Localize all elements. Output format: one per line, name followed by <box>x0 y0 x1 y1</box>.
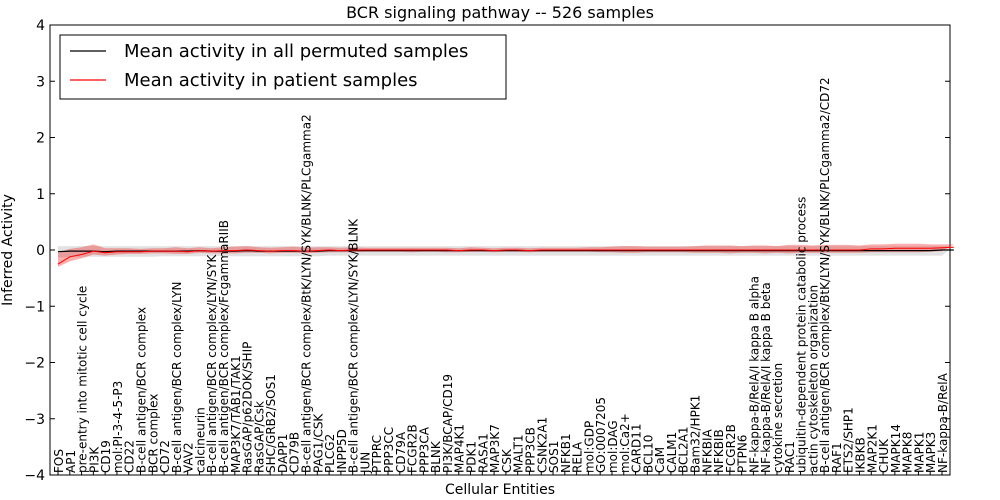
x-tick-label: B-cell antigen/BCR complex/LYN <box>170 282 184 474</box>
x-tick-label: SHC/GRB2/SOS1 <box>264 374 278 473</box>
x-tick-label: MAP3K7 <box>488 424 502 473</box>
x-tick-label: MAP4K1 <box>453 424 467 473</box>
y-tick-label: −4 <box>24 468 45 484</box>
x-tick-label: NF-kappa-B/RelA/I kappa B alpha <box>747 276 761 473</box>
x-tick-label: GO:0007205 <box>594 397 608 473</box>
x-tick-label: PI3K <box>87 446 101 473</box>
y-tick-label: −2 <box>24 356 45 372</box>
x-axis-label: Cellular Entities <box>445 482 555 498</box>
x-tick-label: CSNK2A1 <box>535 417 549 473</box>
x-tick-label: actin cytoskeleton organization <box>806 285 820 473</box>
x-tick-label: B-cell antigen/BCR complex/BtK/LYN/SYK/B… <box>300 114 314 473</box>
x-tick-label: SOS1 <box>547 441 561 473</box>
x-tick-label: B-cell antigen/BCR complex/BtK/LYN/SYK/B… <box>818 77 832 473</box>
y-tick-label: −1 <box>24 299 45 315</box>
legend-entry-0: Mean activity in all permuted samples <box>124 41 468 62</box>
x-tick-label: ETS2/SHP1 <box>842 407 856 473</box>
x-tick-label: calcineurin <box>193 407 207 473</box>
x-tick-label: B-cell antigen/BCR complex/LYN/SYK/BLNK <box>347 218 361 473</box>
x-tick-label: PPP3CA <box>417 426 431 473</box>
x-tick-label: MAPK8 <box>901 432 915 473</box>
x-tick-label: PTPN6 <box>736 435 750 473</box>
x-tick-label: DAPP1 <box>276 434 290 473</box>
x-tick-label: CD22 <box>123 440 137 473</box>
x-tick-label: CaM <box>653 447 667 473</box>
x-tick-label: JUN <box>359 452 373 474</box>
x-tick-label: FOS <box>52 449 66 473</box>
x-tick-label: mol:PI-3-4-5-P3 <box>111 381 125 473</box>
x-tick-label: MAPK3 <box>924 432 938 473</box>
x-tick-label: PPP3CC <box>382 427 396 473</box>
x-tick-label: mol:GDP <box>582 421 596 473</box>
x-tick-label: NFKBIA <box>700 429 714 474</box>
x-tick-label: MAPK1 <box>912 432 926 473</box>
x-tick-label: INPP5D <box>335 429 349 473</box>
legend-box <box>59 34 507 100</box>
x-tick-label: RasGAP/p62DOK/SHIP <box>241 342 255 473</box>
x-tick-label: BCL2A1 <box>677 426 691 473</box>
y-axis-label: Inferred Activity <box>0 194 16 306</box>
x-tick-label: ubiquitin-dependent protein catabolic pr… <box>795 197 809 473</box>
x-tick-label: Bam32/HPK1 <box>689 395 703 473</box>
y-tick-label: 2 <box>36 131 45 147</box>
series-line-1 <box>57 246 954 265</box>
x-tick-label: NFKBIB <box>712 429 726 473</box>
y-tick-label: −3 <box>24 412 45 428</box>
x-tick-label: cytokine secretion <box>771 363 785 473</box>
x-tick-label: PTPRC <box>370 435 384 473</box>
x-tick-label: FCGR2B <box>406 424 420 473</box>
series-band-0 <box>58 246 954 258</box>
x-tick-label: VAV2 <box>182 442 196 473</box>
x-tick-label: CD72 <box>158 440 172 473</box>
y-tick-label: 0 <box>36 243 45 259</box>
x-tick-label: RELA <box>571 441 585 473</box>
x-tick-label: RAF1 <box>830 442 844 473</box>
x-tick-label: FCGR2B <box>724 424 738 473</box>
y-tick-label: 3 <box>36 74 45 90</box>
x-tick-label: RAC1 <box>783 441 797 473</box>
legend-entry-1: Mean activity in patient samples <box>124 70 418 91</box>
x-tick-label: BCR complex <box>146 394 160 473</box>
y-tick-label: 4 <box>36 18 45 34</box>
x-tick-label: RasGAP/Csk <box>252 401 266 473</box>
x-tick-label: IKBKB <box>854 437 868 473</box>
y-tick-label: 1 <box>36 187 45 203</box>
x-tick-label: MALT1 <box>512 434 526 473</box>
x-tick-label: RASA1 <box>476 433 490 473</box>
x-tick-label: PDK1 <box>465 441 479 473</box>
x-tick-label: AP1 <box>64 450 78 473</box>
chart-title: BCR signaling pathway -- 526 samples <box>346 3 654 22</box>
x-tick-label: CD79B <box>288 432 302 473</box>
x-tick-label: NFKB1 <box>559 433 573 473</box>
x-tick-label: NF-kappa-B/RelA/I kappa B beta <box>759 282 773 473</box>
x-tick-label: PI3K/BCAP/CD19 <box>441 374 455 473</box>
x-tick-label: MAP3K7/TAB1/TAK1 <box>229 355 243 473</box>
x-tick-label: pre-entry into mitotic cell cycle <box>76 286 90 473</box>
x-tick-label: MAP2K1 <box>865 424 879 473</box>
x-tick-label: CSK <box>500 448 514 473</box>
x-tick-label: PAG1/CSK <box>311 413 325 473</box>
x-tick-label: B-cell antigen/BCR complex/FcgammaRIIB <box>217 220 231 473</box>
x-tick-label: MAPK14 <box>889 424 903 473</box>
legend: Mean activity in all permuted samples Mea… <box>59 34 507 100</box>
x-tick-label: CALM1 <box>665 432 679 473</box>
x-tick-label: NF-kappa-B/RelA <box>936 372 950 473</box>
x-tick-label: B-cell antigen/BCR complex/LYN/SYK <box>205 253 219 473</box>
x-tick-label: CD19 <box>99 440 113 473</box>
x-tick-label: B-cell antigen/BCR complex <box>135 307 149 473</box>
x-tick-label: CARD11 <box>630 424 644 473</box>
x-tick-label: CHUK <box>877 438 891 473</box>
x-tick-label: PLCG2 <box>323 434 337 473</box>
x-tick-label: mol:Ca2+ <box>618 413 632 473</box>
x-tick-label: BCL10 <box>641 435 655 473</box>
x-tick-label: PPP3CB <box>524 427 538 473</box>
x-tick-label: mol:DAG <box>606 420 620 473</box>
x-tick-label: CD79A <box>394 431 408 473</box>
x-tick-label: BLNK <box>429 440 443 473</box>
